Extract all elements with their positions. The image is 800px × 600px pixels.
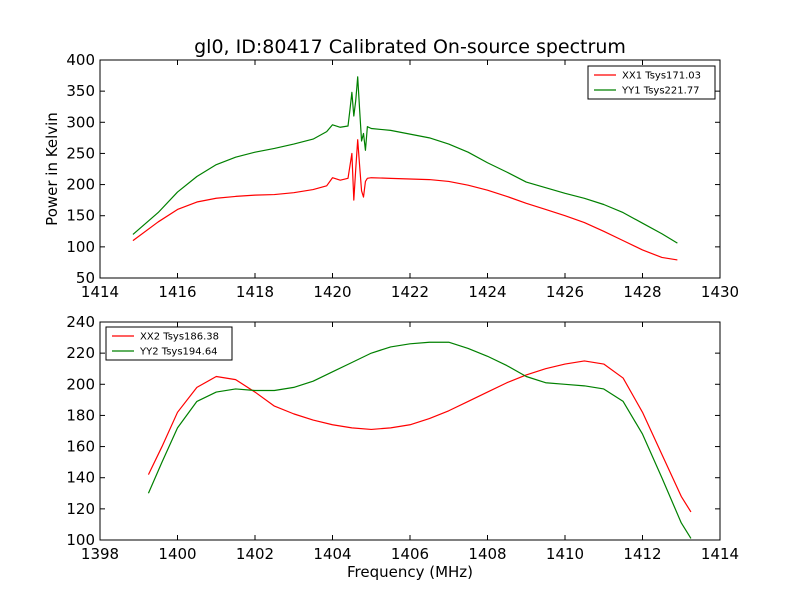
y-tick-label: 220 [66,344,95,362]
y-tick-label: 240 [66,313,95,331]
y-tick-label: 100 [66,531,95,549]
x-tick-label: 1408 [468,545,506,563]
y-tick-label: 120 [66,500,95,518]
y-tick-label: 150 [66,207,95,225]
x-tick-label: 1414 [701,545,739,563]
x-tick-label: 1424 [468,283,506,301]
legend-box [105,326,233,361]
series-line-xx1 [132,139,678,261]
y-tick-label: 200 [66,375,95,393]
x-tick-label: 1410 [546,545,584,563]
x-tick-label: 1418 [236,283,274,301]
y-tick-label: 400 [66,51,95,69]
x-tick-label: 1402 [236,545,274,563]
chart-title: gl0, ID:80417 Calibrated On-source spect… [194,36,626,58]
x-tick-label: 1404 [313,545,351,563]
y-axis-label: Power in Kelvin [43,112,61,226]
x-tick-label: 1412 [623,545,661,563]
legend-box [587,65,716,100]
y-tick-label: 140 [66,469,95,487]
y-tick-label: 300 [66,113,95,131]
y-tick-label: 180 [66,406,95,424]
legend-entry: YY1 Tsys221.77 [621,86,700,97]
series-line-yy1 [132,76,678,244]
x-tick-label: 1398 [81,545,119,563]
y-tick-label: 100 [66,238,95,256]
series-line-xx2 [147,360,692,513]
x-tick-label: 1428 [623,283,661,301]
x-tick-label: 1400 [158,545,196,563]
x-tick-label: 1430 [701,283,739,301]
legend-entry: XX2 Tsys186.38 [140,332,219,343]
x-tick-label: 1426 [546,283,584,301]
y-tick-label: 250 [66,144,95,162]
legend-entry: YY2 Tsys194.64 [139,347,218,358]
x-tick-label: 1420 [313,283,351,301]
series-line-yy2 [147,341,692,539]
bottom-panel: 1398 1400 1402 1404 1406 1408 1410 1412 1414 100 1… [66,313,739,581]
y-tick-label: 200 [66,176,95,194]
x-tick-label: 1414 [81,283,119,301]
x-tick-label: 1422 [391,283,429,301]
x-tick-label: 1406 [391,545,429,563]
legend-entry: XX1 Tsys171.03 [622,71,701,82]
x-axis-label: Frequency (MHz) [347,563,473,581]
x-tick-label: 1416 [158,283,196,301]
y-tick-label: 160 [66,438,95,456]
y-tick-label: 50 [76,269,95,287]
top-panel: 1414 1416 1418 1420 1422 1424 1426 1428 1430 50 10… [43,51,739,301]
y-tick-label: 350 [66,82,95,100]
